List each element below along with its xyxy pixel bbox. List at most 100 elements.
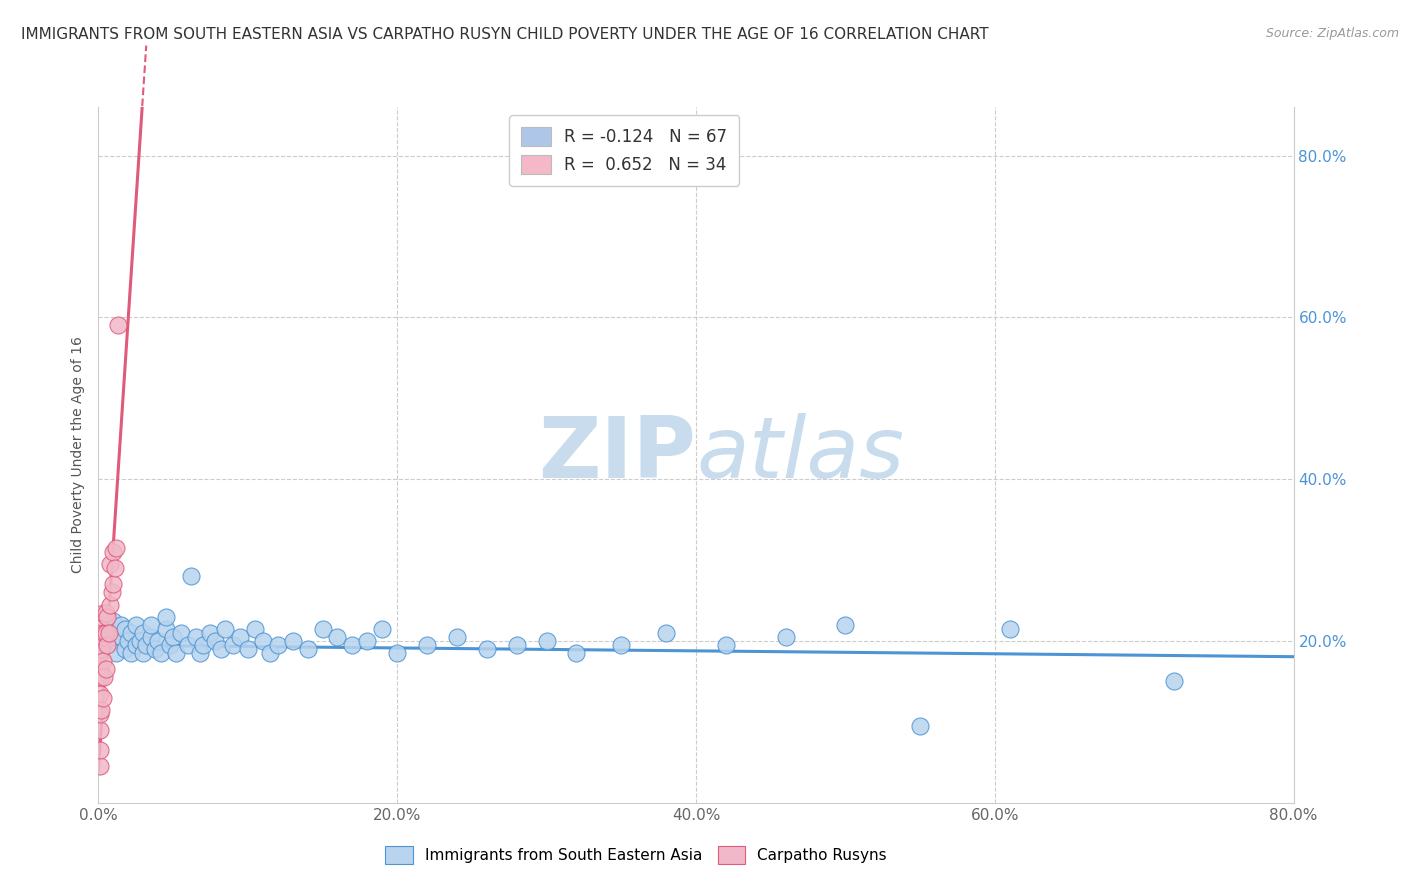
Point (143, 642, 166, 657)
Point (209, 642, 232, 657)
Point (536, 634, 558, 648)
Point (125, 638, 148, 652)
Point (89, 706, 111, 721)
Point (834, 617, 856, 632)
Point (129, 634, 152, 648)
Point (416, 638, 439, 652)
Point (90, 622, 112, 636)
Text: atlas: atlas (696, 413, 904, 497)
Point (90, 642, 112, 657)
Point (342, 638, 364, 652)
Point (103, 545, 125, 559)
Point (177, 638, 200, 652)
Point (89, 617, 111, 632)
Point (188, 646, 211, 660)
Point (114, 622, 136, 636)
Point (252, 634, 274, 648)
Y-axis label: Child Poverty Under the Age of 16: Child Poverty Under the Age of 16 (70, 336, 84, 574)
Point (89, 743, 111, 757)
Text: IMMIGRANTS FROM SOUTH EASTERN ASIA VS CARPATHO RUSYN CHILD POVERTY UNDER THE AGE: IMMIGRANTS FROM SOUTH EASTERN ASIA VS CA… (21, 27, 988, 42)
Point (103, 577, 125, 591)
Point (98, 598, 122, 612)
Point (105, 646, 128, 660)
Point (180, 569, 202, 583)
Point (89, 759, 111, 773)
Point (91, 630, 114, 644)
Point (89, 723, 111, 737)
Point (259, 646, 281, 660)
Point (110, 617, 132, 632)
Point (297, 642, 319, 657)
Point (94, 638, 117, 652)
Point (998, 622, 1021, 636)
Point (139, 630, 162, 644)
Point (96, 638, 118, 652)
Point (90, 703, 112, 717)
Point (714, 638, 737, 652)
Point (148, 634, 170, 648)
Point (162, 630, 184, 644)
Point (91, 654, 114, 668)
Point (120, 646, 142, 660)
Point (326, 630, 349, 644)
Point (110, 630, 132, 644)
Point (446, 630, 468, 644)
Point (159, 638, 181, 652)
Point (184, 630, 207, 644)
Point (90, 670, 112, 684)
Point (120, 626, 142, 640)
Point (150, 646, 173, 660)
Point (91, 606, 114, 620)
Point (93, 670, 115, 684)
Point (236, 642, 259, 657)
Point (125, 617, 148, 632)
Point (245, 622, 267, 636)
Point (385, 646, 409, 660)
Point (311, 622, 333, 636)
Point (114, 642, 136, 657)
Point (908, 719, 931, 733)
Legend: Immigrants from South Eastern Asia, Carpatho Rusyns: Immigrants from South Eastern Asia, Carp… (378, 838, 894, 871)
Point (135, 638, 157, 652)
Point (89, 646, 111, 660)
Point (610, 638, 633, 652)
Point (97, 626, 120, 640)
Point (101, 585, 124, 599)
Point (155, 622, 177, 636)
Point (103, 614, 125, 628)
Point (214, 622, 236, 636)
Point (89, 687, 111, 701)
Point (165, 646, 187, 660)
Point (89, 662, 111, 676)
Point (89, 630, 111, 644)
Point (169, 626, 191, 640)
Text: Source: ZipAtlas.com: Source: ZipAtlas.com (1265, 27, 1399, 40)
Point (103, 634, 125, 648)
Point (117, 634, 139, 648)
Point (191, 638, 214, 652)
Point (132, 626, 155, 640)
Point (200, 626, 222, 640)
Point (132, 646, 155, 660)
Point (94, 626, 117, 640)
Point (107, 318, 129, 333)
Point (356, 634, 378, 648)
Point (91, 690, 114, 705)
Point (98, 622, 122, 636)
Point (94, 662, 117, 676)
Point (775, 630, 797, 644)
Point (155, 609, 177, 624)
Point (655, 626, 678, 640)
Text: ZIP: ZIP (538, 413, 696, 497)
Point (90, 609, 112, 624)
Point (204, 634, 226, 648)
Point (281, 634, 304, 648)
Point (565, 646, 588, 660)
Point (104, 561, 127, 575)
Point (371, 622, 394, 636)
Point (94, 606, 117, 620)
Point (229, 630, 252, 644)
Point (139, 617, 162, 632)
Point (1163, 674, 1185, 689)
Point (96, 609, 118, 624)
